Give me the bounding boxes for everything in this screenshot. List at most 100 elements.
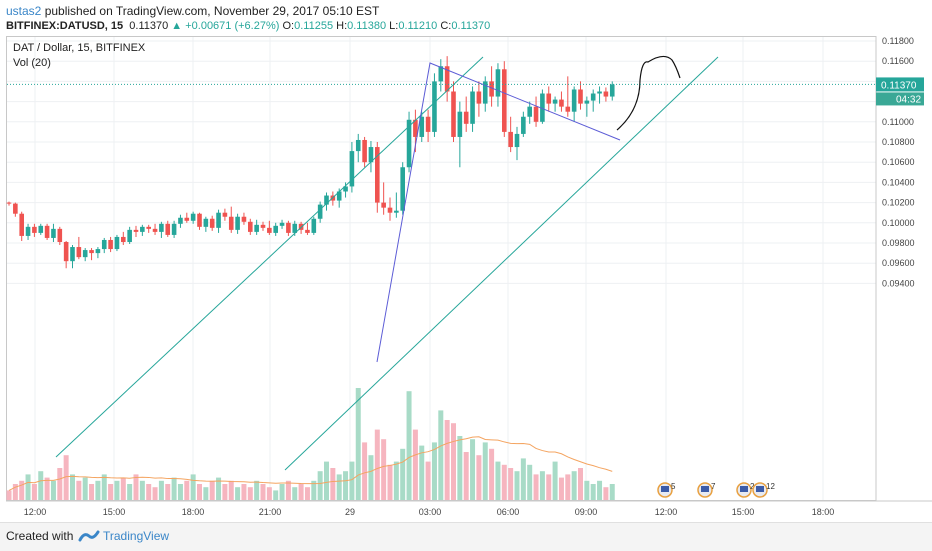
volume-bar <box>412 429 418 500</box>
candle-body <box>508 131 513 148</box>
candle-body <box>438 66 444 82</box>
candle-body <box>114 236 120 250</box>
x-tick-label: 29 <box>345 507 355 517</box>
author-link[interactable]: ustas2 <box>6 4 42 18</box>
event-flag-mark <box>661 486 669 492</box>
volume-bar <box>177 484 183 500</box>
volume-bar <box>31 484 37 500</box>
candle-body <box>216 212 221 228</box>
volume-bar <box>463 452 469 500</box>
candle-body <box>25 226 31 236</box>
candle-body <box>32 226 37 233</box>
candle-body <box>381 202 386 208</box>
candle-body <box>197 213 202 227</box>
channel-upper-line <box>55 56 484 458</box>
volume-bar <box>146 484 152 500</box>
price-chart[interactable]: 0.118000.116000.114000.112000.110000.108… <box>0 0 932 522</box>
candle-body <box>305 229 310 233</box>
open-label: O: <box>282 20 295 32</box>
volume-bar <box>216 477 222 500</box>
volume-bar <box>50 480 56 500</box>
candle-body <box>38 225 44 233</box>
candle-body <box>108 239 113 250</box>
wedge-line <box>376 62 621 363</box>
volume-bar <box>501 464 507 500</box>
candle-body <box>57 228 63 242</box>
symbol-label: BITFINEX:DATUSD, 15 <box>6 20 124 32</box>
publish-line: ustas2 published on TradingView.com, Nov… <box>6 4 379 18</box>
candle-body <box>413 119 418 137</box>
volume-bar <box>387 464 393 500</box>
y-tick-label: 0.10600 <box>882 157 915 167</box>
volume-bar <box>165 484 171 500</box>
volume-bar <box>25 474 31 500</box>
volume-bar <box>355 388 361 500</box>
candle-body <box>133 229 139 232</box>
candle-body <box>311 218 317 233</box>
volume-bar <box>152 487 158 500</box>
candle-body <box>267 227 272 233</box>
volume-bar <box>203 487 209 500</box>
volume-bar <box>108 484 114 500</box>
volume-bar <box>114 480 120 500</box>
volume-bar <box>279 484 285 500</box>
candle-body <box>470 91 475 124</box>
candle-body <box>552 99 558 104</box>
volume-bar <box>565 474 571 500</box>
volume-bar <box>235 487 241 500</box>
tradingview-brand[interactable]: TradingView <box>103 529 170 543</box>
volume-bar <box>400 448 406 500</box>
close-value: 0.11370 <box>451 20 491 32</box>
event-count: 7 <box>711 482 716 491</box>
y-tick-label: 0.09800 <box>882 238 915 248</box>
volume-bar <box>311 480 317 500</box>
volume-bar <box>603 487 609 500</box>
candle-body <box>343 186 348 192</box>
candle-body <box>419 116 425 137</box>
candle-body <box>527 106 532 117</box>
event-flag-mark <box>756 486 764 492</box>
candle-body <box>63 241 69 262</box>
x-tick-label: 18:00 <box>182 507 205 517</box>
y-tick-label: 0.11800 <box>882 36 914 46</box>
volume-bar <box>133 474 139 500</box>
candle-body <box>457 111 463 137</box>
candle-body <box>451 91 456 137</box>
channel-lower-line <box>284 56 719 471</box>
candle-body <box>597 91 602 94</box>
volume-bar <box>609 484 615 500</box>
volume-bar <box>457 436 463 500</box>
volume-bar <box>419 445 425 500</box>
candle-body <box>171 223 177 235</box>
volume-bar <box>273 490 279 500</box>
volume-bar <box>470 439 476 500</box>
volume-bar <box>317 471 323 500</box>
candle-body <box>603 91 609 97</box>
candle-body <box>546 93 552 104</box>
candle-body <box>70 247 75 262</box>
candle-body <box>502 69 507 132</box>
candle-body <box>165 223 171 235</box>
tradingview-logo-icon <box>78 530 100 542</box>
volume-bar <box>184 480 190 500</box>
candle-body <box>540 93 545 122</box>
candle-body <box>51 228 56 238</box>
volume-bar <box>254 480 260 500</box>
publish-info: published on TradingView.com, November 2… <box>44 4 380 18</box>
volume-bar <box>476 455 482 500</box>
volume-bar <box>374 429 380 500</box>
event-count: 2 <box>750 482 755 491</box>
candle-body <box>571 89 577 112</box>
y-tick-label: 0.11600 <box>882 56 914 66</box>
volume-bar <box>349 461 355 500</box>
candle-body <box>13 203 18 214</box>
event-flag-mark <box>701 486 709 492</box>
volume-bar <box>431 442 437 500</box>
open-value: 0.11255 <box>294 20 334 32</box>
volume-bar <box>552 461 558 500</box>
volume-bar <box>222 484 228 500</box>
volume-bar <box>12 484 18 500</box>
volume-bar <box>438 410 444 500</box>
volume-bar <box>241 484 247 500</box>
current-price-tag <box>876 77 924 92</box>
